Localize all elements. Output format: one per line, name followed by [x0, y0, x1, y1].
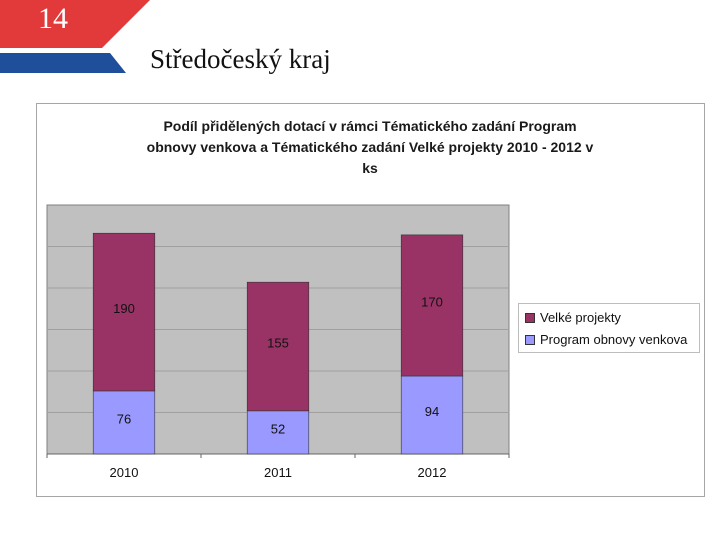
data-label-velke-projekty: 155 — [267, 336, 289, 351]
bar-velke-projekty — [92, 232, 156, 392]
bar-velke-projekty — [400, 234, 464, 377]
data-label-program-obnovy-venkova: 52 — [271, 421, 285, 436]
x-tick-label: 2012 — [418, 465, 447, 480]
legend-item-program-obnovy-venkova: Program obnovy venkova — [525, 332, 687, 347]
legend-swatch-program-obnovy-venkova — [525, 334, 535, 345]
bar-program-obnovy-venkova — [400, 375, 464, 455]
banner-red-shape — [0, 0, 150, 48]
banner-white-stripe — [0, 48, 110, 53]
chart-title: Podíl přidělených dotací v rámci Tématic… — [100, 116, 640, 179]
legend-label-velke-projekty: Velké projekty — [540, 310, 621, 325]
chart-title-line: ks — [362, 160, 378, 176]
slide-title: Středočeský kraj — [150, 44, 331, 74]
chart-legend: Velké projekty Program obnovy venkova — [518, 303, 700, 353]
legend-label-program-obnovy-venkova: Program obnovy venkova — [540, 332, 688, 347]
data-label-program-obnovy-venkova: 94 — [425, 404, 439, 419]
data-label-velke-projekty: 190 — [113, 301, 135, 316]
bar-velke-projekty — [246, 281, 310, 412]
banner-blue-shape — [0, 53, 126, 73]
bar-program-obnovy-venkova — [246, 410, 310, 455]
slide-number: 14 — [38, 2, 68, 35]
legend-item-velke-projekty: Velké projekty — [525, 310, 621, 325]
data-label-velke-projekty: 170 — [421, 294, 443, 309]
chart-title-line: Podíl přidělených dotací v rámci Tématic… — [163, 118, 577, 134]
chart-title-line: obnovy venkova a Tématického zadání Velk… — [146, 139, 594, 155]
data-label-program-obnovy-venkova: 76 — [117, 411, 131, 426]
slide-banner — [0, 0, 150, 73]
legend-swatch-velke-projekty — [525, 312, 535, 323]
bar-program-obnovy-venkova — [92, 390, 156, 455]
x-tick-label: 2011 — [264, 465, 292, 480]
x-tick-label: 2010 — [110, 465, 139, 480]
